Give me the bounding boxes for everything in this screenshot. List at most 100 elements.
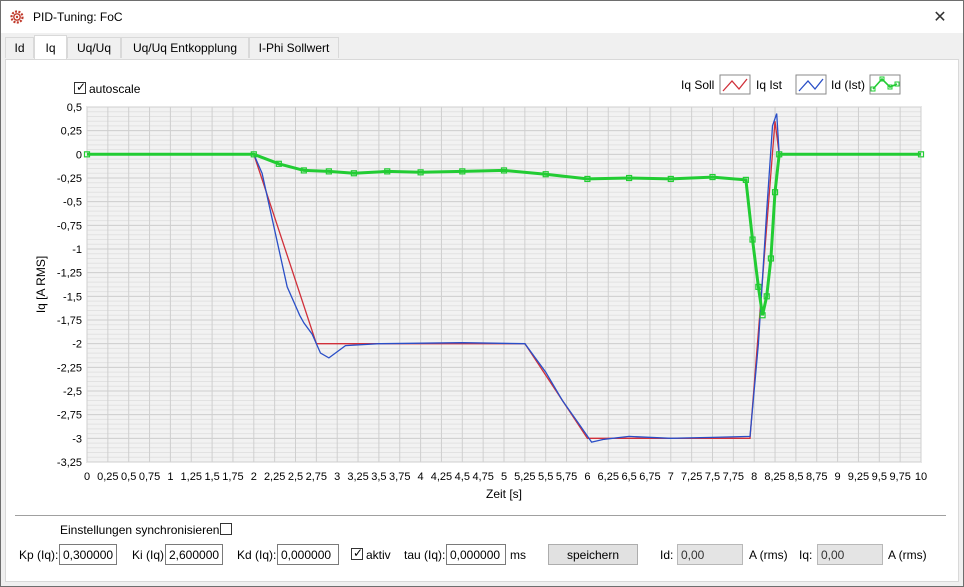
x-tick-label: 1,5 xyxy=(204,471,219,483)
y-tick-label: -0,5 xyxy=(63,197,82,209)
y-tick-label: -2,75 xyxy=(57,410,82,422)
x-tick-label: 6,5 xyxy=(621,471,636,483)
x-tick-label: 0 xyxy=(84,471,90,483)
id-ist-marker xyxy=(709,173,716,181)
x-tick-label: 0,25 xyxy=(97,471,118,483)
x-tick-label: 0,75 xyxy=(139,471,160,483)
id-ist-marker xyxy=(771,189,779,196)
id-ist-marker xyxy=(767,255,774,262)
legend-label: Iq Soll xyxy=(681,78,714,92)
id-ist-marker xyxy=(742,176,749,183)
id-ist-marker xyxy=(417,169,424,176)
x-tick-label: 6,25 xyxy=(598,471,619,483)
id-ist-marker xyxy=(917,151,925,158)
y-tick-label: 0 xyxy=(76,149,82,161)
x-tick-label: 5 xyxy=(501,471,507,483)
x-tick-label: 4,25 xyxy=(431,471,452,483)
check-icon: ✓ xyxy=(76,80,87,94)
x-tick-label: 2,75 xyxy=(306,471,327,483)
tab-uq-uq[interactable]: Uq/Uq xyxy=(67,37,121,58)
x-tick-label: 8,5 xyxy=(788,471,803,483)
x-tick-label: 8 xyxy=(751,471,757,483)
x-tick-label: 7,5 xyxy=(705,471,720,483)
y-axis-label: Iq [A RMS] xyxy=(34,256,48,313)
sync-label: Einstellungen synchronisieren xyxy=(60,523,220,537)
autoscale-label: autoscale xyxy=(89,82,141,96)
y-tick-label: -1,25 xyxy=(57,268,82,280)
y-tick-label: -2,5 xyxy=(63,386,82,398)
ki-input[interactable]: 2,600000 xyxy=(165,544,223,565)
tab-iq[interactable]: Iq xyxy=(34,35,67,59)
tab-uq-uq-entkopplung[interactable]: Uq/Uq Entkopplung xyxy=(121,37,249,58)
sync-checkbox[interactable] xyxy=(220,523,232,535)
x-tick-label: 0,5 xyxy=(121,471,136,483)
legend-line xyxy=(722,78,748,92)
iq-readout-label: Iq: xyxy=(799,548,813,562)
y-tick-label: 0,25 xyxy=(61,126,82,138)
kp-input[interactable]: 0,300000 xyxy=(59,544,117,565)
x-tick-label: 2 xyxy=(251,471,257,483)
y-tick-label: -1,75 xyxy=(57,315,82,327)
legend-label: Iq Ist xyxy=(756,78,783,92)
id-readout: 0,00 xyxy=(677,544,743,565)
id-ist-marker xyxy=(542,171,549,178)
y-tick-label: -2 xyxy=(72,339,82,351)
x-axis-label: Zeit [s] xyxy=(486,487,522,501)
x-tick-label: 9,25 xyxy=(848,471,869,483)
x-tick-label: 4,75 xyxy=(472,471,493,483)
id-ist-marker xyxy=(749,236,756,243)
tau-label: tau (Iq): xyxy=(404,548,446,562)
legend-line xyxy=(872,77,898,90)
y-tick-label: -3,25 xyxy=(57,457,82,469)
x-tick-label: 7 xyxy=(668,471,674,483)
autoscale-checkbox[interactable]: ✓ xyxy=(74,80,87,94)
y-tick-label: -3 xyxy=(72,433,82,445)
x-tick-label: 1,75 xyxy=(222,471,243,483)
iq-unit: A (rms) xyxy=(888,548,927,562)
x-tick-label: 5,25 xyxy=(514,471,535,483)
id-ist-marker xyxy=(584,175,591,183)
iq-chart: 0 0,25 0,5 0,75 1 1,25 1,5 1,75 2 2,25 2,5 2,75 3 3,2… xyxy=(34,74,927,501)
id-ist-marker xyxy=(755,283,762,290)
tab-i-phi-sollwert[interactable]: I-Phi Sollwert xyxy=(249,37,339,58)
x-tick-label: 4,5 xyxy=(455,471,470,483)
save-button[interactable]: speichern xyxy=(548,544,638,565)
tab-id[interactable]: Id xyxy=(5,37,34,58)
legend-line xyxy=(798,78,824,92)
id-ist-marker xyxy=(83,151,91,158)
legend-label: Id (Ist) xyxy=(831,78,865,92)
id-ist-marker xyxy=(763,293,770,300)
id-ist-marker xyxy=(776,151,783,158)
x-tick-label: 3,5 xyxy=(371,471,386,483)
x-tick-label: 8,25 xyxy=(764,471,785,483)
id-ist-marker xyxy=(325,168,332,175)
close-button[interactable]: ✕ xyxy=(917,1,963,33)
separator-line xyxy=(15,515,946,516)
x-tick-label: 5,75 xyxy=(556,471,577,483)
x-tick-label: 3,75 xyxy=(389,471,410,483)
window-title: PID-Tuning: FoC xyxy=(33,10,123,24)
id-ist-marker xyxy=(500,167,508,174)
close-icon: ✕ xyxy=(933,9,947,26)
aktiv-label: aktiv xyxy=(366,548,391,562)
id-unit: A (rms) xyxy=(749,548,788,562)
kp-label: Kp (Iq): xyxy=(19,548,59,562)
tau-input[interactable]: 0,000000 xyxy=(446,544,506,565)
y-tick-label: -1,5 xyxy=(63,291,82,303)
tau-unit: ms xyxy=(510,548,526,562)
id-ist-marker xyxy=(759,312,766,319)
x-tick-label: 7,75 xyxy=(723,471,744,483)
legend-marker xyxy=(879,76,885,82)
id-ist-marker xyxy=(459,168,466,175)
x-tick-label: 10 xyxy=(915,471,927,483)
id-readout-label: Id: xyxy=(660,548,674,562)
x-tick-label: 8,75 xyxy=(806,471,827,483)
kd-input[interactable]: 0,000000 xyxy=(277,544,339,565)
ki-label: Ki (Iq): xyxy=(132,548,168,562)
iq-readout: 0,00 xyxy=(817,544,883,565)
x-tick-label: 3,25 xyxy=(347,471,368,483)
gear-app-icon xyxy=(10,10,24,24)
x-tick-label: 3 xyxy=(334,471,340,483)
aktiv-checkbox[interactable]: ✓ xyxy=(351,546,363,560)
